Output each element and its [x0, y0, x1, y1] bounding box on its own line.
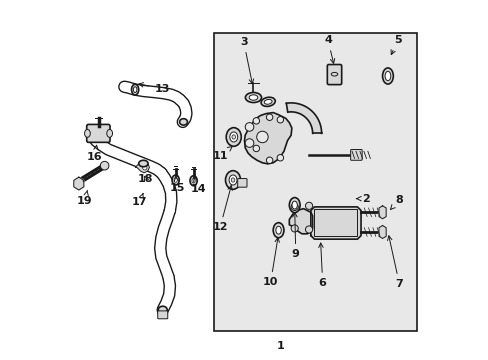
- Text: 11: 11: [212, 146, 232, 161]
- Polygon shape: [289, 209, 312, 234]
- Text: 5: 5: [390, 35, 401, 54]
- Text: 19: 19: [77, 190, 93, 206]
- Circle shape: [244, 139, 253, 147]
- Ellipse shape: [106, 130, 112, 137]
- Ellipse shape: [231, 178, 234, 182]
- Ellipse shape: [158, 306, 167, 314]
- Polygon shape: [378, 206, 386, 219]
- Circle shape: [256, 131, 267, 143]
- Ellipse shape: [384, 71, 390, 81]
- Ellipse shape: [264, 99, 271, 104]
- Ellipse shape: [229, 132, 237, 142]
- Circle shape: [244, 123, 253, 131]
- Polygon shape: [286, 103, 321, 134]
- Ellipse shape: [382, 68, 392, 84]
- Ellipse shape: [174, 178, 177, 182]
- Ellipse shape: [172, 175, 179, 185]
- Ellipse shape: [84, 130, 90, 137]
- Text: 13: 13: [139, 83, 169, 94]
- Ellipse shape: [249, 95, 257, 100]
- Circle shape: [266, 114, 272, 121]
- Circle shape: [253, 145, 259, 152]
- Polygon shape: [378, 226, 386, 238]
- FancyBboxPatch shape: [158, 311, 167, 319]
- Ellipse shape: [179, 119, 187, 125]
- Polygon shape: [310, 207, 360, 239]
- FancyBboxPatch shape: [350, 149, 362, 160]
- Text: 2: 2: [356, 194, 369, 204]
- Text: 8: 8: [390, 195, 403, 210]
- Ellipse shape: [190, 176, 197, 186]
- Ellipse shape: [139, 160, 148, 167]
- Text: 7: 7: [387, 236, 403, 289]
- Text: 12: 12: [212, 185, 232, 232]
- Ellipse shape: [261, 97, 275, 107]
- Text: 18: 18: [138, 174, 153, 184]
- Ellipse shape: [133, 87, 137, 93]
- Text: 16: 16: [87, 145, 102, 162]
- Circle shape: [277, 117, 283, 123]
- Circle shape: [290, 203, 298, 211]
- Polygon shape: [74, 177, 83, 190]
- Text: 14: 14: [191, 177, 206, 194]
- Circle shape: [253, 118, 259, 124]
- Ellipse shape: [289, 198, 300, 213]
- Ellipse shape: [273, 223, 284, 238]
- Text: 17: 17: [132, 194, 147, 207]
- Circle shape: [305, 202, 312, 210]
- Ellipse shape: [226, 128, 241, 146]
- FancyBboxPatch shape: [86, 125, 110, 142]
- Ellipse shape: [228, 175, 237, 185]
- Ellipse shape: [291, 201, 297, 209]
- Text: 3: 3: [240, 37, 253, 84]
- Text: 6: 6: [318, 243, 326, 288]
- Polygon shape: [135, 163, 149, 173]
- Ellipse shape: [245, 93, 261, 103]
- FancyBboxPatch shape: [237, 179, 246, 187]
- Ellipse shape: [225, 171, 240, 189]
- Bar: [214, 33, 416, 330]
- Circle shape: [142, 166, 147, 170]
- Text: 4: 4: [324, 35, 334, 63]
- Ellipse shape: [275, 226, 281, 234]
- Ellipse shape: [330, 72, 337, 76]
- FancyBboxPatch shape: [326, 64, 341, 85]
- Circle shape: [100, 161, 109, 170]
- Text: 9: 9: [291, 212, 299, 259]
- Circle shape: [290, 225, 298, 232]
- Text: 1: 1: [276, 341, 284, 351]
- Text: 10: 10: [263, 238, 279, 287]
- Ellipse shape: [192, 179, 195, 183]
- Circle shape: [277, 154, 283, 161]
- Ellipse shape: [131, 84, 139, 95]
- Bar: [314, 209, 357, 235]
- Circle shape: [266, 157, 272, 163]
- Text: 15: 15: [169, 177, 185, 193]
- Circle shape: [305, 226, 312, 233]
- Ellipse shape: [231, 135, 235, 139]
- Polygon shape: [244, 113, 291, 164]
